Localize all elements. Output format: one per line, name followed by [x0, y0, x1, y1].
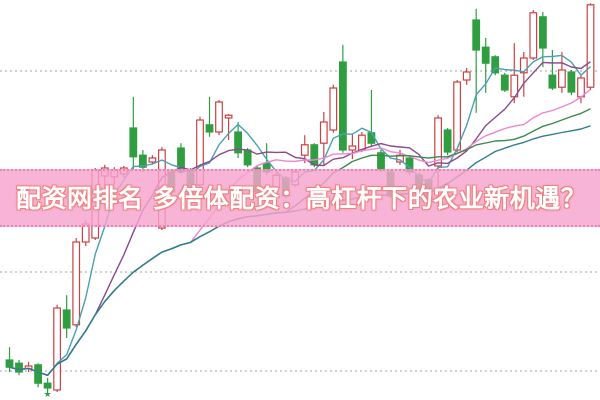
headline-text: 配资网排名 多倍体配资：高杠杆下的农业新机遇？ — [16, 183, 587, 213]
ma-line-ma10 — [9, 61, 591, 376]
gridlines — [0, 70, 600, 372]
headline-overlay: 配资网排名 多倍体配资：高杠杆下的农业新机遇？ — [0, 169, 600, 227]
star-marker-icon: ★ — [44, 390, 52, 400]
